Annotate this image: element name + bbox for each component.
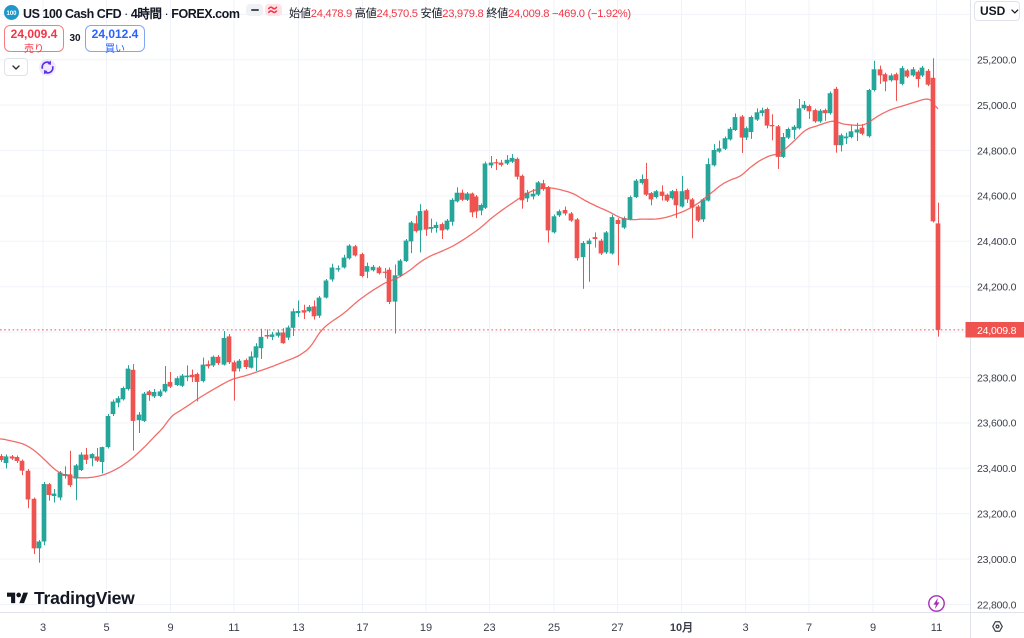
svg-text:10月: 10月 bbox=[670, 621, 693, 634]
svg-text:25,200.0: 25,200.0 bbox=[977, 55, 1017, 67]
svg-text:24,200.0: 24,200.0 bbox=[977, 282, 1017, 294]
svg-text:27: 27 bbox=[611, 622, 623, 634]
svg-text:23,800.0: 23,800.0 bbox=[977, 372, 1017, 384]
svg-text:9: 9 bbox=[167, 622, 173, 634]
svg-text:11: 11 bbox=[931, 622, 942, 634]
svg-text:17: 17 bbox=[356, 622, 368, 634]
svg-text:100: 100 bbox=[6, 11, 17, 17]
svg-text:25,000.0: 25,000.0 bbox=[977, 100, 1017, 112]
svg-text:5: 5 bbox=[103, 622, 109, 634]
svg-text:24,800.0: 24,800.0 bbox=[977, 145, 1017, 157]
svg-text:3: 3 bbox=[40, 622, 46, 634]
svg-text:7: 7 bbox=[806, 622, 812, 634]
svg-text:25: 25 bbox=[548, 622, 560, 634]
svg-text:24,009.8: 24,009.8 bbox=[977, 325, 1017, 337]
svg-text:23,200.0: 23,200.0 bbox=[977, 509, 1017, 521]
svg-text:23: 23 bbox=[483, 622, 495, 634]
svg-text:22,800.0: 22,800.0 bbox=[977, 599, 1017, 611]
svg-text:11: 11 bbox=[228, 622, 239, 634]
svg-text:24,400.0: 24,400.0 bbox=[977, 236, 1017, 248]
svg-text:24,600.0: 24,600.0 bbox=[977, 191, 1017, 203]
svg-text:3: 3 bbox=[742, 622, 748, 634]
svg-text:23,000.0: 23,000.0 bbox=[977, 554, 1017, 566]
svg-text:23,400.0: 23,400.0 bbox=[977, 463, 1017, 475]
svg-text:23,600.0: 23,600.0 bbox=[977, 418, 1017, 430]
svg-text:13: 13 bbox=[292, 622, 304, 634]
svg-text:19: 19 bbox=[420, 622, 432, 634]
svg-text:9: 9 bbox=[870, 622, 876, 634]
